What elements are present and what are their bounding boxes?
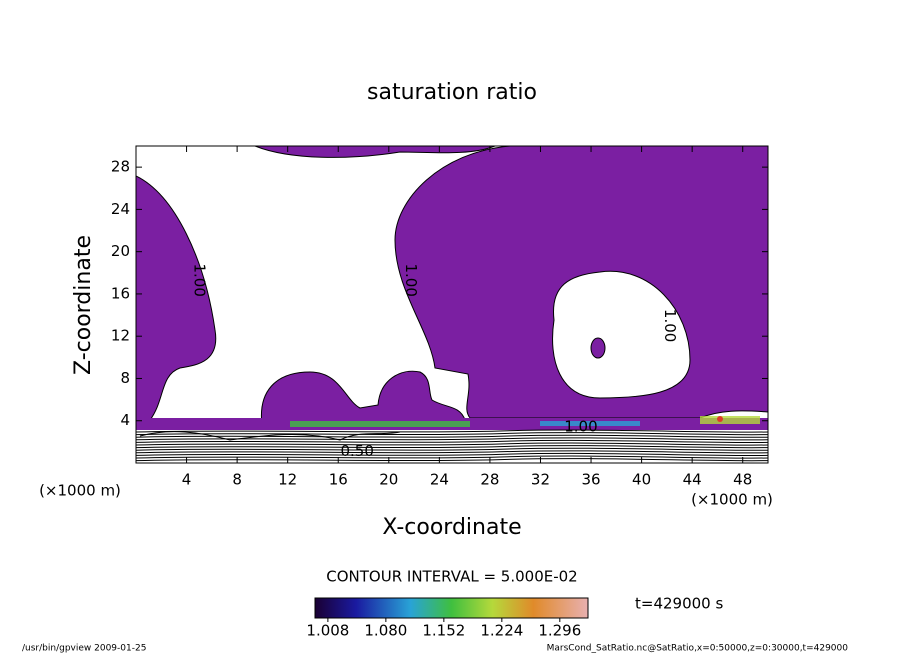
colorbar-tick-label: 1.008 — [306, 622, 349, 640]
contour-label: 1.00 — [661, 309, 679, 342]
contour-line — [136, 442, 768, 446]
footer-right: MarsCond_SatRatio.nc@SatRatio,x=0:50000,… — [547, 644, 849, 654]
contour-line — [136, 434, 768, 438]
contour-line — [139, 431, 401, 441]
contour-field — [136, 146, 768, 462]
x-tick-label: 8 — [232, 471, 242, 489]
y-axis-label: Z-coordinate — [71, 235, 96, 375]
region — [254, 146, 496, 158]
x-tick-label: 16 — [329, 471, 348, 489]
contour-line — [136, 458, 768, 462]
contour-line — [136, 450, 768, 454]
x-tick-label: 4 — [182, 471, 192, 489]
region — [552, 270, 691, 399]
contour-label: 0.50 — [340, 442, 373, 460]
contour-label: 1.00 — [564, 418, 597, 436]
region — [260, 370, 466, 426]
contour-line — [136, 429, 768, 433]
colorbar-tick-label: 1.296 — [538, 622, 581, 640]
time-label: t=429000 s — [635, 595, 723, 613]
chart-title: saturation ratio — [367, 80, 537, 105]
contour-interval: CONTOUR INTERVAL = 5.000E-02 — [326, 568, 577, 586]
contour-label: 1.00 — [402, 263, 420, 296]
contour-line — [136, 439, 768, 444]
x-tick-label: 32 — [531, 471, 550, 489]
x-tick-label: 20 — [379, 471, 398, 489]
x-unit: (×1000 m) — [39, 482, 121, 500]
colorbar-tick-label: 1.080 — [364, 622, 407, 640]
contour-line — [136, 447, 768, 451]
band — [700, 416, 760, 424]
band — [540, 421, 640, 426]
footer-left: /usr/bin/gpview 2009-01-25 — [22, 644, 146, 654]
region — [590, 337, 606, 359]
x-tick-label: 48 — [733, 471, 752, 489]
contour-line — [136, 445, 768, 449]
y-tick-label: 12 — [111, 327, 130, 345]
x-tick-label: 44 — [683, 471, 702, 489]
y-tick-label: 20 — [111, 242, 130, 260]
region — [136, 175, 217, 429]
plot-frame — [135, 145, 769, 464]
band — [717, 416, 723, 422]
band — [290, 421, 470, 427]
y-tick-label: 28 — [111, 158, 130, 176]
x-tick-label: 40 — [632, 471, 651, 489]
y-tick-label: 8 — [120, 369, 130, 387]
contour-line — [136, 452, 768, 457]
contour-label: 1.00 — [191, 263, 209, 296]
contour-line — [136, 432, 768, 436]
colorbar-tick-label: 1.152 — [422, 622, 465, 640]
contour-line — [136, 455, 768, 459]
x-axis-label: X-coordinate — [382, 515, 521, 540]
x-tick-label: 24 — [430, 471, 449, 489]
colorbar — [314, 597, 589, 619]
y-tick-label: 4 — [120, 411, 130, 429]
y-tick-label: 24 — [111, 200, 130, 218]
y-unit: (×1000 m) — [691, 491, 773, 509]
x-tick-label: 28 — [480, 471, 499, 489]
x-tick-label: 36 — [581, 471, 600, 489]
colorbar-tick-label: 1.224 — [480, 622, 523, 640]
x-tick-label: 12 — [278, 471, 297, 489]
y-tick-label: 16 — [111, 284, 130, 302]
